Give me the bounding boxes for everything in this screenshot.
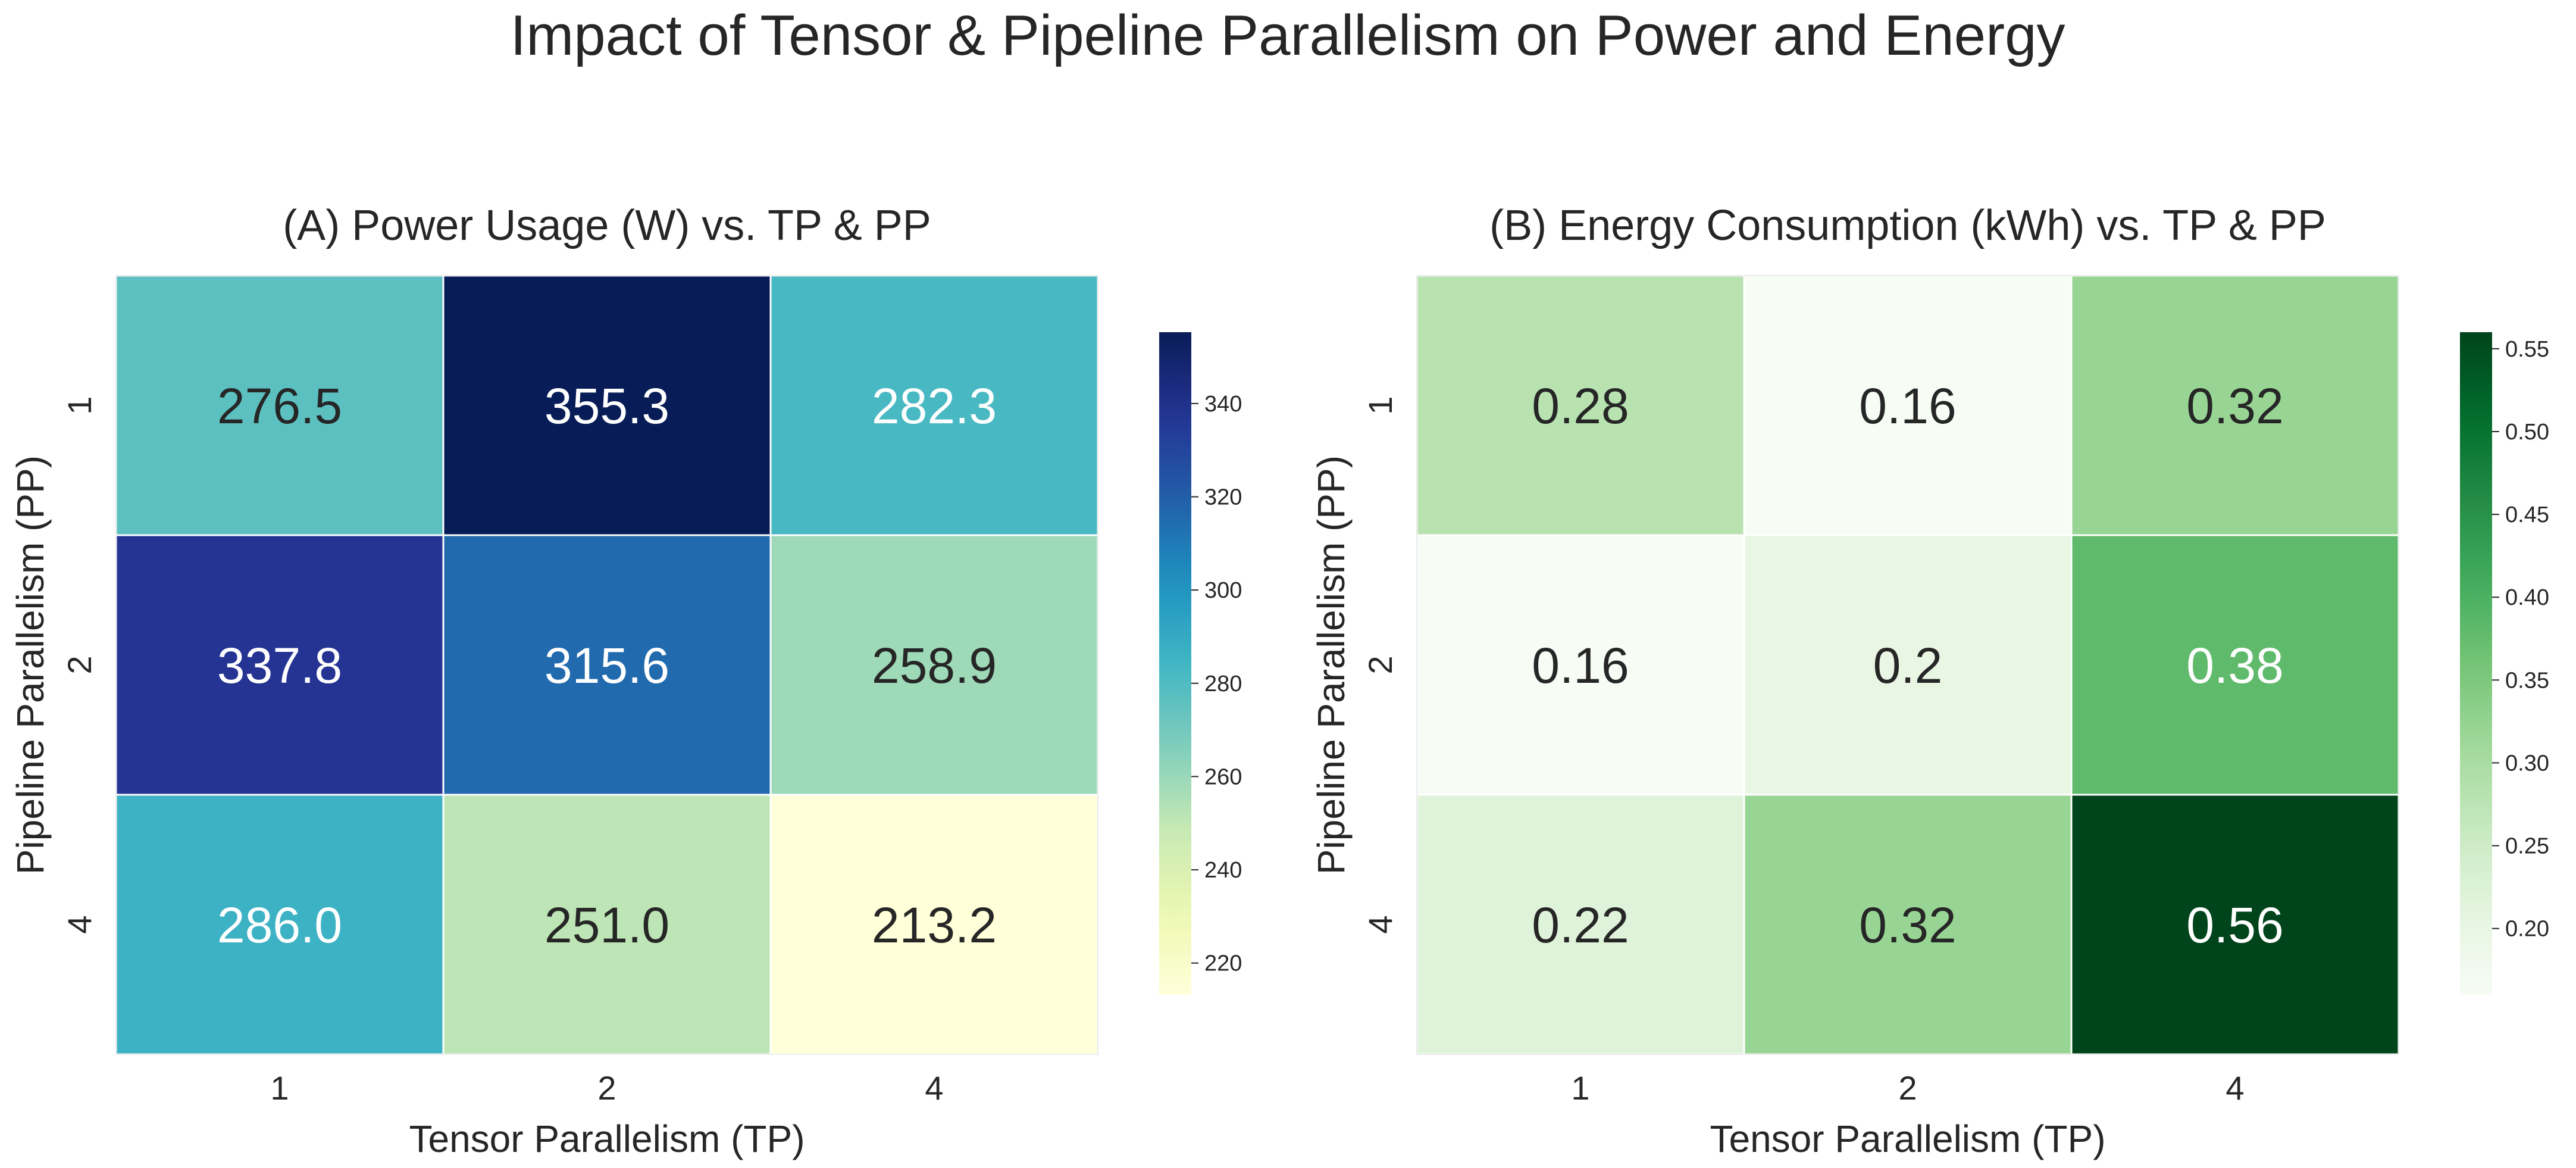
cell-value-label: 355.3 xyxy=(544,378,669,434)
heatmap-frame xyxy=(1416,275,2399,1055)
heatmap-cell xyxy=(442,534,772,796)
y-axis-label: Pipeline Parallelism (PP) xyxy=(9,455,52,875)
x-tick-label: 1 xyxy=(270,1069,289,1107)
cell-value-label: 0.16 xyxy=(1532,638,1629,694)
cell-value-label: 315.6 xyxy=(544,638,669,694)
heatmap-cell xyxy=(115,794,445,1055)
x-tick-label: 2 xyxy=(1898,1069,1917,1107)
colorbar-tick-label: 260 xyxy=(1204,764,1242,789)
colorbar-tick-label: 340 xyxy=(1204,392,1242,417)
heatmap-cell xyxy=(1743,274,2073,536)
y-tick-label: 4 xyxy=(1361,915,1399,933)
colorbar-tick-label: 320 xyxy=(1204,485,1242,510)
colorbar xyxy=(1159,332,1191,995)
heatmap-cell xyxy=(442,274,772,536)
cell-value-label: 251.0 xyxy=(544,897,669,953)
colorbar-tick-label: 0.35 xyxy=(2505,668,2549,693)
cell-value-label: 258.9 xyxy=(872,638,997,694)
heatmap-cell xyxy=(2070,534,2400,796)
y-tick-label: 1 xyxy=(61,396,98,414)
heatmap-cell xyxy=(2070,794,2400,1055)
chart-title: (A) Power Usage (W) vs. TP & PP xyxy=(283,202,931,249)
cell-value-label: 276.5 xyxy=(217,378,342,434)
y-tick-label: 4 xyxy=(61,915,98,933)
heatmap-cell xyxy=(442,794,772,1055)
cell-value-label: 337.8 xyxy=(217,638,342,694)
heatmap-power: (A) Power Usage (W) vs. TP & PP 276.5 355.… xyxy=(9,202,1242,1160)
cell-value-label: 0.2 xyxy=(1873,638,1943,694)
heatmap-cell xyxy=(115,274,445,536)
cell-value-label: 0.32 xyxy=(1859,897,1957,953)
x-tick-label: 1 xyxy=(1571,1069,1589,1107)
cell-value-label: 286.0 xyxy=(217,897,342,953)
cell-value-label: 213.2 xyxy=(872,897,997,953)
colorbar-tick-label: 300 xyxy=(1204,578,1242,603)
colorbar xyxy=(2460,332,2492,995)
colorbar-tick-label: 0.40 xyxy=(2505,585,2549,610)
colorbar-tick-label: 240 xyxy=(1204,858,1242,883)
y-axis-label: Pipeline Parallelism (PP) xyxy=(1310,455,1353,875)
heatmap-cell xyxy=(1743,794,2073,1055)
y-tick-label: 1 xyxy=(1361,396,1399,414)
colorbar-tick-label: 0.45 xyxy=(2505,502,2549,527)
cell-value-label: 0.22 xyxy=(1532,897,1629,953)
x-tick-label: 2 xyxy=(597,1069,616,1107)
figure-title: Impact of Tensor & Pipeline Parallelism … xyxy=(511,4,2065,67)
colorbar-tick-label: 0.25 xyxy=(2505,834,2549,859)
cell-value-label: 0.28 xyxy=(1532,378,1629,434)
y-tick-label: 2 xyxy=(61,655,98,674)
colorbar-tick-label: 0.50 xyxy=(2505,420,2549,445)
x-tick-label: 4 xyxy=(2226,1069,2244,1107)
cell-value-label: 0.38 xyxy=(2186,638,2284,694)
heatmap-cell xyxy=(115,534,445,796)
cell-value-label: 0.16 xyxy=(1859,378,1957,434)
heatmap-cell xyxy=(1416,534,1745,796)
x-axis-label: Tensor Parallelism (TP) xyxy=(409,1117,805,1160)
x-tick-label: 4 xyxy=(925,1069,943,1107)
cell-value-label: 282.3 xyxy=(872,378,997,434)
colorbar-tick-label: 0.55 xyxy=(2505,337,2549,362)
cell-value-label: 0.32 xyxy=(2186,378,2284,434)
colorbar-tick-label: 0.20 xyxy=(2505,917,2549,942)
colorbar-tick-label: 0.30 xyxy=(2505,751,2549,776)
heatmap-frame xyxy=(115,275,1098,1055)
heatmap-cell xyxy=(1416,794,1745,1055)
heatmap-energy: (B) Energy Consumption (kWh) vs. TP & PP… xyxy=(1310,202,2549,1160)
colorbar-tick-label: 220 xyxy=(1204,951,1242,976)
colorbar-tick-label: 280 xyxy=(1204,672,1242,697)
chart-title: (B) Energy Consumption (kWh) vs. TP & PP xyxy=(1489,202,2326,249)
y-tick-label: 2 xyxy=(1361,655,1399,674)
x-axis-label: Tensor Parallelism (TP) xyxy=(1710,1117,2105,1160)
heatmap-cell xyxy=(769,534,1099,796)
cell-value-label: 0.56 xyxy=(2186,897,2284,953)
